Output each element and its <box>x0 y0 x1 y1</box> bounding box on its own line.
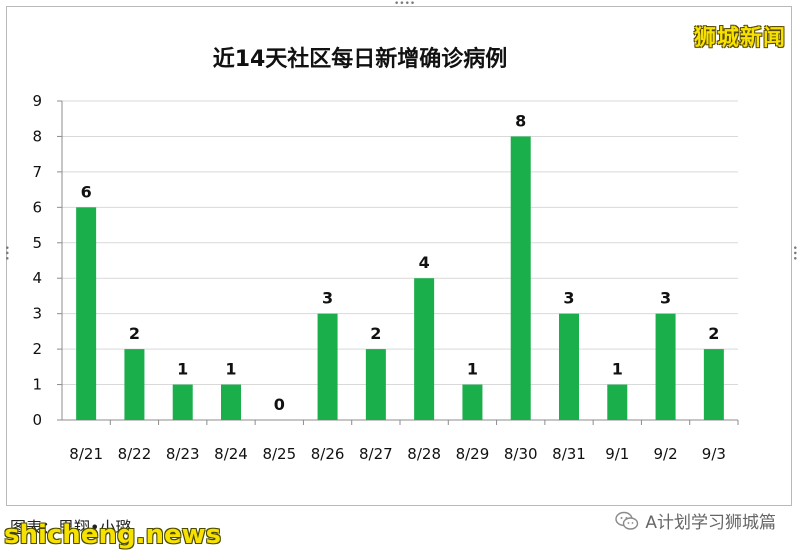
bar-12 <box>655 313 676 420</box>
data-label-1: 2 <box>129 324 140 343</box>
y-tick-label-3: 3 <box>32 305 42 323</box>
resize-handle-top[interactable]: •••• <box>394 0 416 9</box>
x-tick-label-13: 9/3 <box>702 445 726 463</box>
bar-3 <box>221 384 241 420</box>
bar-layer <box>76 136 724 420</box>
data-label-6: 2 <box>370 324 381 343</box>
brand-label: 狮城新闻 <box>693 26 786 51</box>
bar-8 <box>462 384 483 420</box>
x-tick-label-8: 8/29 <box>456 445 490 463</box>
x-tick-label-12: 9/2 <box>654 445 678 463</box>
bar-11 <box>607 384 628 420</box>
data-label-12: 3 <box>660 289 671 308</box>
x-tick-label-3: 8/24 <box>214 445 248 463</box>
x-tick-label-1: 8/22 <box>118 445 152 463</box>
chart-title: 近14天社区每日新增确诊病例 <box>213 46 508 72</box>
data-label-8: 1 <box>467 360 478 379</box>
site-watermark: shicheng.news <box>4 520 222 550</box>
account-attribution: A计划学习狮城篇 <box>615 508 776 533</box>
data-label-2: 1 <box>177 360 188 379</box>
resize-handle-left[interactable]: ••• <box>1 245 11 261</box>
y-tick-label-5: 5 <box>32 234 42 252</box>
data-label-11: 1 <box>612 360 623 379</box>
account-name: A计划学习狮城篇 <box>645 513 776 533</box>
x-tick-label-10: 8/31 <box>552 445 586 463</box>
y-tick-label-1: 1 <box>32 376 42 394</box>
bar-6 <box>365 349 386 420</box>
bar-7 <box>414 278 435 420</box>
y-tick-label-2: 2 <box>32 340 42 358</box>
x-tick-label-11: 9/1 <box>605 445 629 463</box>
bar-10 <box>559 313 579 420</box>
grid-layer <box>57 100 739 425</box>
x-tick-label-5: 8/26 <box>311 445 345 463</box>
y-tick-label-0: 0 <box>32 411 42 429</box>
data-label-10: 3 <box>563 289 574 308</box>
y-tick-label-9: 9 <box>32 92 42 110</box>
data-label-5: 3 <box>322 289 333 308</box>
x-tick-label-0: 8/21 <box>69 445 103 463</box>
chart-credit: 图表：思翔•小璐 <box>10 518 132 537</box>
y-tick-label-7: 7 <box>32 163 42 181</box>
data-label-3: 1 <box>225 360 236 379</box>
bar-0 <box>76 207 97 420</box>
bar-1 <box>124 349 145 420</box>
resize-handle-right[interactable]: ••• <box>789 245 799 261</box>
label-layer: 0 1 2 3 4 5 6 7 8 9 6 8/21 2 8/22 1 8/23 1 8/24 0 8/25 3 8/26… <box>32 92 725 463</box>
bar-5 <box>317 313 338 420</box>
y-tick-label-4: 4 <box>32 269 42 287</box>
wechat-icon <box>615 511 639 530</box>
data-label-9: 8 <box>515 111 526 130</box>
y-tick-label-6: 6 <box>32 198 42 216</box>
bar-2 <box>172 384 193 420</box>
data-label-0: 6 <box>81 182 92 201</box>
bar-13 <box>703 349 724 420</box>
x-tick-label-4: 8/25 <box>262 445 296 463</box>
bar-9 <box>510 136 531 420</box>
x-tick-label-9: 8/30 <box>504 445 538 463</box>
data-label-4: 0 <box>274 395 285 414</box>
data-label-13: 2 <box>708 324 719 343</box>
y-tick-label-8: 8 <box>32 127 42 145</box>
chart-frame <box>6 6 792 506</box>
x-tick-label-6: 8/27 <box>359 445 393 463</box>
data-label-7: 4 <box>419 253 430 272</box>
x-tick-label-2: 8/23 <box>166 445 200 463</box>
x-tick-label-7: 8/28 <box>407 445 441 463</box>
bar-chart: 近14天社区每日新增确诊病例 0 1 2 3 4 5 6 7 8 9 6 8/21 2 8/22 1 8/23… <box>32 46 739 463</box>
